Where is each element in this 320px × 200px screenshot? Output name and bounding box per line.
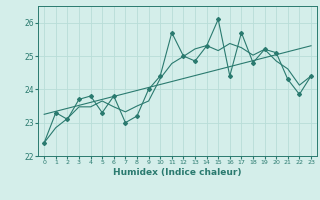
X-axis label: Humidex (Indice chaleur): Humidex (Indice chaleur) [113, 168, 242, 177]
